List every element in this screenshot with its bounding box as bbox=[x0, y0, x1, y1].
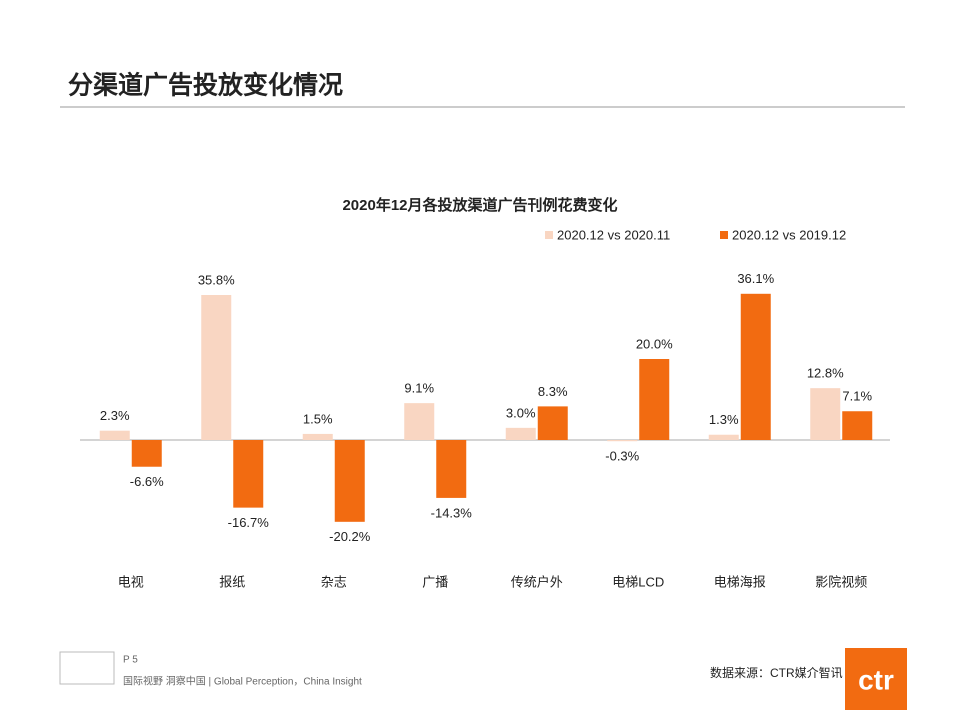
bar bbox=[404, 403, 435, 440]
value-label: 1.3% bbox=[709, 412, 739, 427]
value-label: 35.8% bbox=[198, 272, 235, 287]
logo-box bbox=[845, 648, 907, 710]
bar bbox=[639, 359, 670, 440]
bar bbox=[537, 406, 568, 440]
x-tick-label: 电视 bbox=[118, 574, 144, 589]
x-tick-label: 影院视频 bbox=[815, 574, 867, 589]
value-label: -6.6% bbox=[130, 474, 164, 489]
x-tick-label: 传统户外 bbox=[511, 574, 563, 589]
bar bbox=[607, 440, 638, 442]
bar bbox=[131, 440, 162, 467]
x-tick-label: 广播 bbox=[422, 574, 448, 589]
legend-swatch bbox=[545, 231, 553, 239]
x-tick-label: 电梯海报 bbox=[714, 574, 766, 589]
slide-title: 分渠道广告投放变化情况 bbox=[68, 71, 343, 100]
bar bbox=[302, 433, 333, 440]
bar bbox=[436, 440, 467, 498]
bar bbox=[201, 295, 232, 440]
tagline: 国际视野 洞察中国 | Global Perception，China Insi… bbox=[123, 675, 362, 688]
page-number: P 5 bbox=[123, 655, 138, 666]
legend-swatch bbox=[720, 231, 728, 239]
x-tick-label: 杂志 bbox=[321, 574, 347, 589]
value-label: -14.3% bbox=[431, 505, 473, 520]
chart-title: 2020年12月各投放渠道广告刊例花费变化 bbox=[342, 196, 617, 214]
x-tick-label: 电梯LCD bbox=[612, 574, 664, 589]
bar bbox=[708, 434, 739, 440]
value-label: 7.1% bbox=[842, 389, 872, 404]
source: 数据来源：CTR媒介智讯 bbox=[710, 665, 843, 680]
value-label: -20.2% bbox=[329, 529, 371, 544]
bar bbox=[99, 430, 130, 440]
bar bbox=[233, 440, 264, 508]
value-label: 2.3% bbox=[100, 408, 130, 423]
bar bbox=[842, 411, 873, 440]
legend-label: 2020.12 vs 2020.11 bbox=[557, 227, 670, 242]
value-label: 8.3% bbox=[538, 384, 568, 399]
value-label: 20.0% bbox=[636, 336, 673, 351]
bar bbox=[334, 440, 365, 522]
bar bbox=[505, 427, 536, 440]
value-label: 12.8% bbox=[807, 366, 844, 381]
logo: ctr bbox=[858, 664, 894, 695]
value-label: -16.7% bbox=[228, 515, 270, 530]
value-label: -0.3% bbox=[605, 449, 639, 464]
value-label: 9.1% bbox=[404, 381, 434, 396]
bar bbox=[740, 293, 771, 440]
bar bbox=[810, 388, 841, 440]
cert-icon bbox=[59, 651, 115, 685]
value-label: 1.5% bbox=[303, 411, 333, 426]
value-label: 3.0% bbox=[506, 405, 536, 420]
x-tick-label: 报纸 bbox=[219, 574, 245, 589]
value-label: 36.1% bbox=[737, 271, 774, 286]
legend-label: 2020.12 vs 2019.12 bbox=[732, 227, 846, 242]
